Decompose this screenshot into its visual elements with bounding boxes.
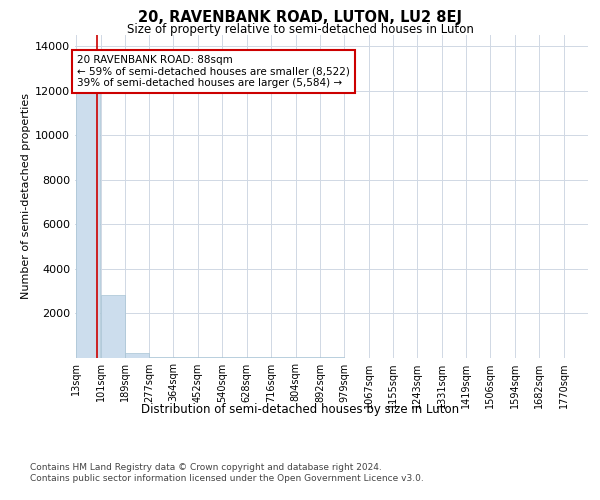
Text: Contains public sector information licensed under the Open Government Licence v3: Contains public sector information licen… bbox=[30, 474, 424, 483]
Text: Distribution of semi-detached houses by size in Luton: Distribution of semi-detached houses by … bbox=[141, 402, 459, 415]
Text: Size of property relative to semi-detached houses in Luton: Size of property relative to semi-detach… bbox=[127, 22, 473, 36]
Text: 20, RAVENBANK ROAD, LUTON, LU2 8EJ: 20, RAVENBANK ROAD, LUTON, LU2 8EJ bbox=[138, 10, 462, 25]
Bar bbox=[125, 354, 149, 358]
Bar bbox=[101, 295, 125, 358]
Bar bbox=[76, 68, 100, 358]
Bar bbox=[149, 356, 173, 358]
Y-axis label: Number of semi-detached properties: Number of semi-detached properties bbox=[21, 93, 31, 299]
Text: 20 RAVENBANK ROAD: 88sqm
← 59% of semi-detached houses are smaller (8,522)
39% o: 20 RAVENBANK ROAD: 88sqm ← 59% of semi-d… bbox=[77, 55, 350, 88]
Text: Contains HM Land Registry data © Crown copyright and database right 2024.: Contains HM Land Registry data © Crown c… bbox=[30, 462, 382, 471]
